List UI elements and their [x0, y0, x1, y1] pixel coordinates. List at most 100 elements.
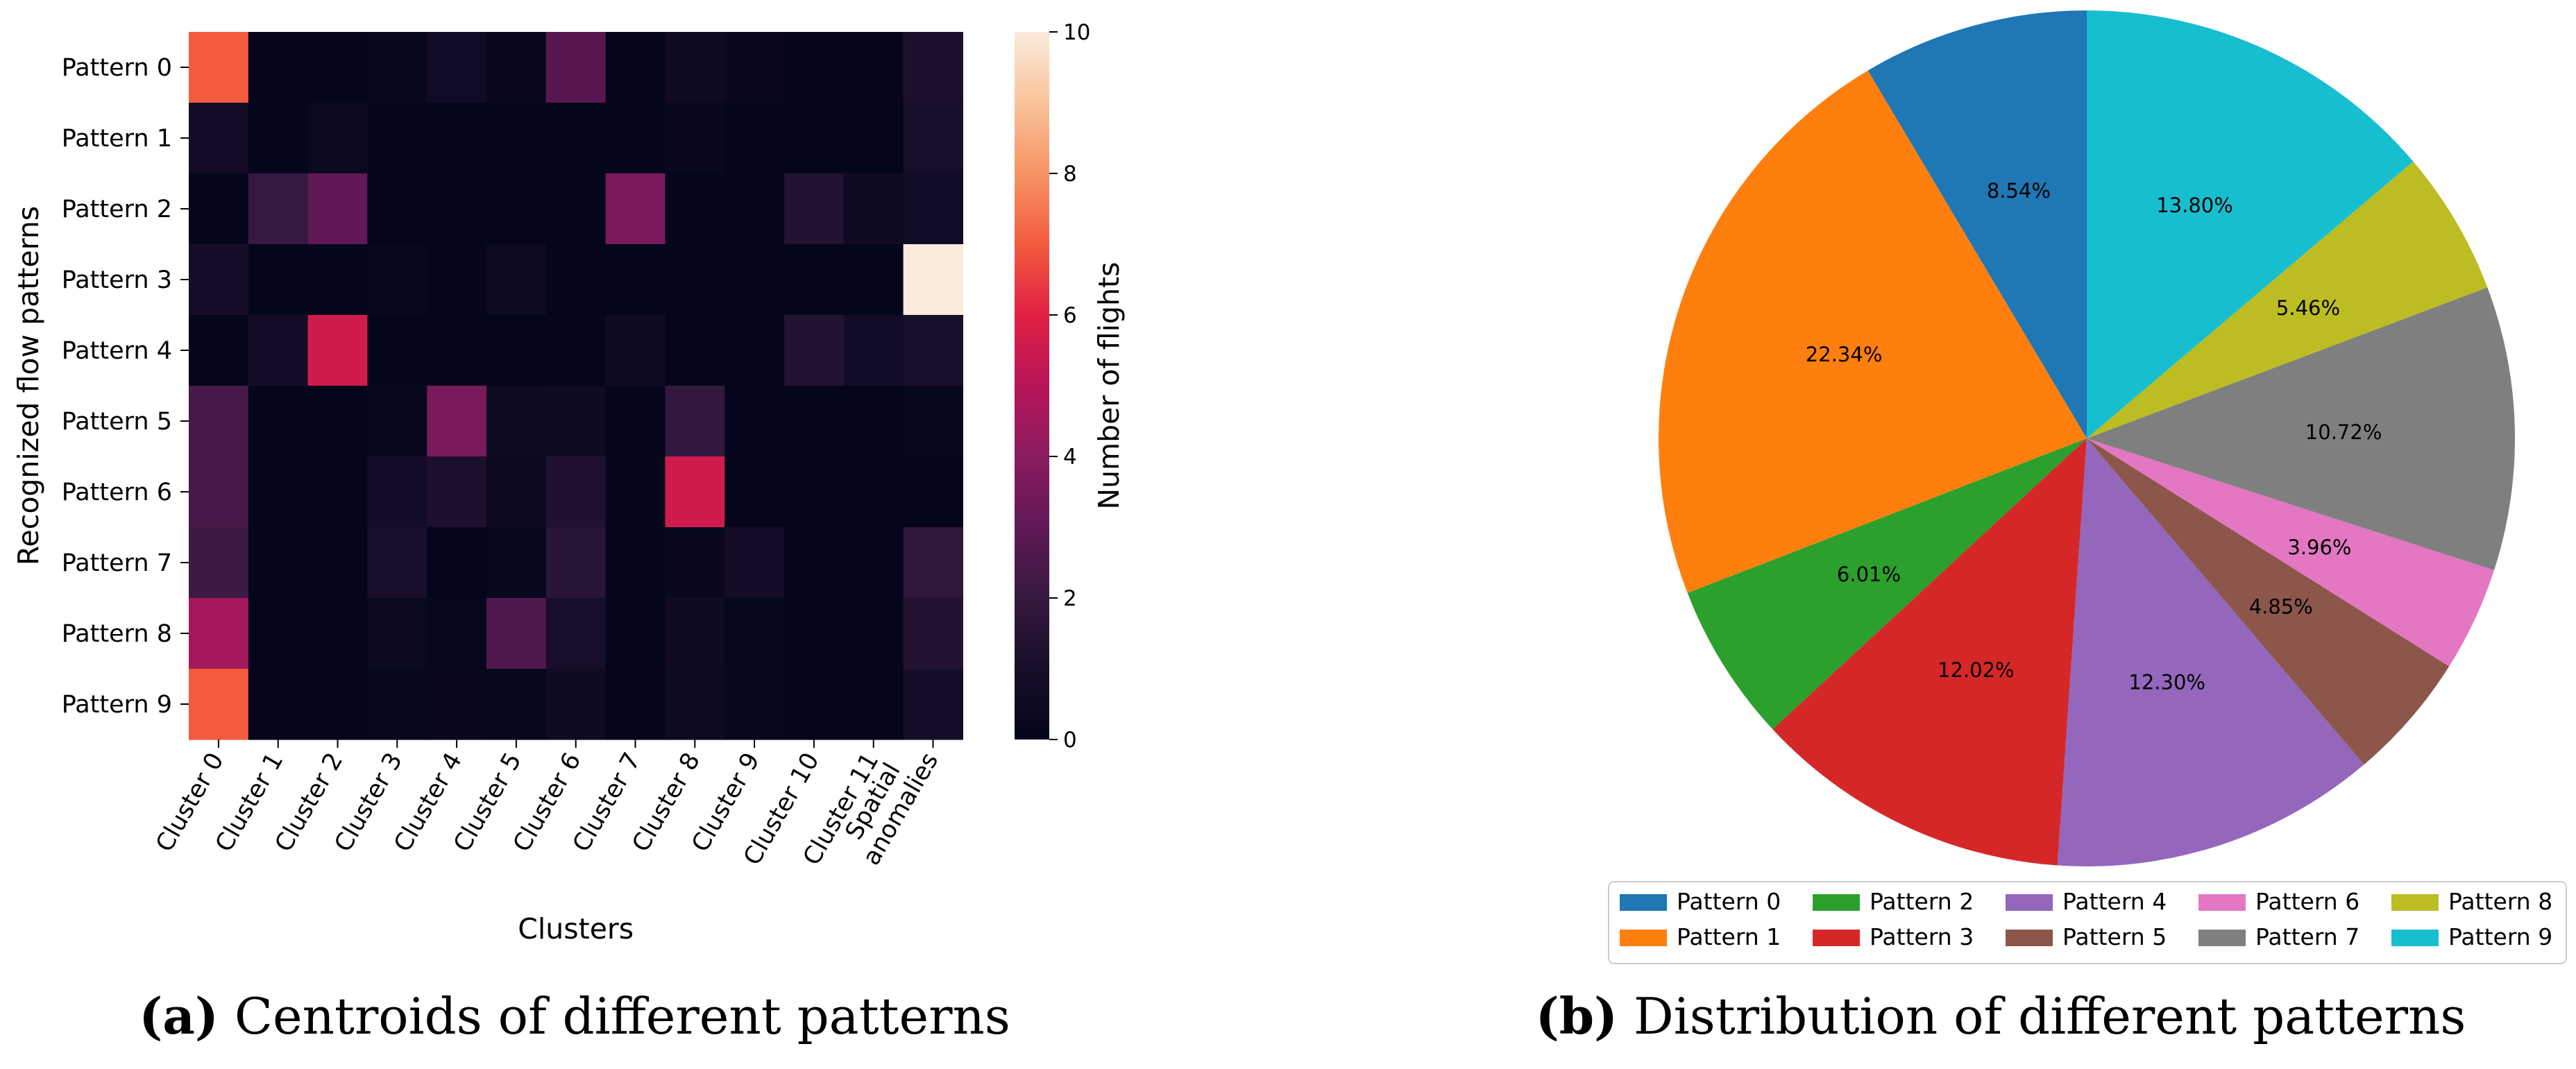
- legend-label: Pattern 4: [2062, 888, 2167, 915]
- heatmap-cell: [427, 103, 487, 174]
- heatmap-cell: [665, 244, 725, 316]
- heatmap-cell: [665, 527, 725, 599]
- heatmap-cell: [189, 173, 249, 245]
- heatmap-cell: [367, 527, 427, 599]
- heatmap-cell: [843, 386, 904, 457]
- pie-pct-label: 12.02%: [1938, 658, 2015, 682]
- y-axis-title: Recognized flow patterns: [12, 206, 45, 565]
- heatmap-cell: [605, 173, 666, 245]
- heatmap-cell: [486, 456, 547, 528]
- heatmap-cell: [545, 315, 607, 386]
- heatmap-cell: [427, 386, 487, 457]
- heatmap-cell: [427, 173, 487, 245]
- legend-label: Pattern 3: [1870, 923, 1974, 950]
- legend-swatch: [2198, 930, 2246, 946]
- heatmap-cell: [427, 32, 487, 103]
- heatmap-cell: [605, 598, 666, 669]
- heatmap-chart: Pattern 0 Pattern 1 Pattern 2 Pattern 3 Patt…: [12, 32, 963, 946]
- heatmap-cell: [903, 244, 963, 316]
- heatmap-cell: [189, 103, 249, 174]
- heatmap-cell: [724, 456, 785, 528]
- heatmap-cell: [665, 669, 725, 740]
- heatmap-cell: [248, 32, 309, 103]
- heatmap-cell: [189, 315, 249, 386]
- caption-text: Distribution of different patterns: [1618, 987, 2466, 1045]
- heatmap-cell: [784, 456, 845, 528]
- pie-pct-label: 22.34%: [1806, 343, 1883, 366]
- heatmap-cell: [903, 315, 963, 386]
- heatmap-cell: [486, 32, 547, 103]
- row-label: Pattern 5: [62, 408, 172, 436]
- colorbar: 0 2 4 6 8 10 Number of flights: [1015, 20, 1126, 753]
- legend-swatch: [2198, 894, 2246, 911]
- pie-pct-label: 13.80%: [2156, 194, 2233, 217]
- pie-pct-label: 6.01%: [1837, 563, 1901, 586]
- heatmap-cell: [903, 386, 963, 457]
- heatmap-cell: [724, 527, 785, 599]
- heatmap-cell: [724, 315, 785, 386]
- heatmap-cell: [605, 456, 666, 528]
- heatmap-cell: [545, 244, 607, 316]
- colorbar-tick-label: 0: [1063, 728, 1077, 753]
- heatmap-cell: [486, 173, 547, 245]
- pie-pct-label: 5.46%: [2276, 296, 2340, 320]
- heatmap-cell: [605, 32, 666, 103]
- legend-label: Pattern 5: [2062, 923, 2167, 950]
- legend-swatch: [1813, 930, 1860, 946]
- pie-chart: 8.54% 22.34% 6.01% 12.02% 12.30% 4.85% 3.96% 10…: [1658, 10, 2516, 866]
- heatmap-cell: [903, 527, 963, 599]
- row-label: Pattern 4: [62, 337, 172, 365]
- heatmap-cell: [307, 315, 368, 386]
- heatmap-cell: [248, 456, 309, 528]
- heatmap-cell: [665, 315, 725, 386]
- row-label: Pattern 6: [62, 479, 172, 506]
- heatmap-cell: [189, 456, 249, 528]
- legend-label: Pattern 1: [1677, 923, 1781, 950]
- pie-pct-label: 8.54%: [1987, 179, 2051, 203]
- heatmap-cell: [665, 598, 725, 669]
- x-axis-title: Clusters: [518, 912, 634, 946]
- heatmap-cell: [486, 103, 547, 174]
- legend-label: Pattern 2: [1870, 888, 1974, 915]
- heatmap-cell: [784, 103, 845, 174]
- caption-text: Centroids of different patterns: [219, 987, 1010, 1045]
- legend-swatch: [1620, 894, 1667, 911]
- heatmap-cell: [367, 103, 427, 174]
- heatmap-cell: [545, 32, 607, 103]
- heatmap-cell: [189, 527, 249, 599]
- legend-swatch: [2391, 930, 2439, 946]
- heatmap-cell: [605, 386, 666, 457]
- pie-pct-label: 12.30%: [2128, 671, 2205, 694]
- heatmap-cell: [605, 244, 666, 316]
- heatmap-cell: [307, 527, 368, 599]
- heatmap-cell: [427, 315, 487, 386]
- heatmap-cell: [784, 669, 845, 740]
- row-label: Pattern 9: [62, 691, 172, 719]
- captions: (a) Centroids of different patterns (b) D…: [139, 986, 2466, 1045]
- heatmap-cell: [724, 386, 785, 457]
- legend-swatch: [2391, 894, 2439, 911]
- colorbar-tick-label: 2: [1063, 586, 1077, 611]
- heatmap-cell: [486, 598, 547, 669]
- heatmap-cell: [545, 103, 607, 174]
- heatmap-cell: [665, 173, 725, 245]
- heatmap-cell: [843, 527, 904, 599]
- heatmap-cell: [903, 32, 963, 103]
- heatmap-cell: [486, 669, 547, 740]
- heatmap-cell: [665, 456, 725, 528]
- heatmap-cell: [307, 244, 368, 316]
- heatmap-cell: [248, 598, 309, 669]
- colorbar-tick-label: 10: [1063, 20, 1090, 45]
- heatmap-cell: [248, 527, 309, 599]
- heatmap-cell: [605, 315, 666, 386]
- heatmap-cell: [665, 103, 725, 174]
- heatmap-cell: [367, 32, 427, 103]
- heatmap-cell: [248, 315, 309, 386]
- pie-pct-label: 4.85%: [2249, 595, 2313, 619]
- heatmap-cell: [903, 456, 963, 528]
- heatmap-cell: [843, 244, 904, 316]
- heatmap-cell: [843, 315, 904, 386]
- heatmap-cell: [545, 598, 607, 669]
- legend-label: Pattern 6: [2255, 888, 2359, 915]
